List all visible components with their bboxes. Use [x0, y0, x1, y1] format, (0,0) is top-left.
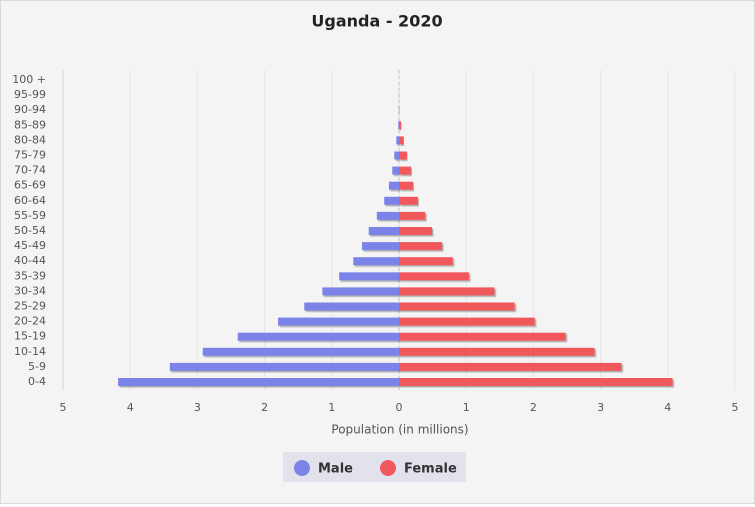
bar: [362, 242, 399, 251]
y-tick-label: 15-19: [14, 330, 46, 343]
y-tick-label: 50-54: [14, 224, 46, 237]
y-tick-label: 85-89: [14, 118, 46, 131]
x-tick-label: 2: [261, 401, 268, 414]
bar: [392, 166, 399, 175]
bar: [399, 136, 404, 145]
bar: [118, 378, 399, 386]
bar: [376, 211, 399, 220]
legend: [283, 452, 466, 482]
legend-marker[interactable]: [294, 460, 310, 476]
y-tick-label: 90-94: [14, 103, 46, 116]
bar: [399, 166, 412, 175]
bar: [237, 332, 399, 341]
legend-label[interactable]: Female: [404, 462, 457, 477]
y-tick-label: 20-24: [14, 315, 46, 328]
legend-marker[interactable]: [380, 460, 396, 476]
y-tick-label: 80-84: [14, 133, 46, 146]
bar: [202, 347, 399, 356]
y-tick-label: 65-69: [14, 179, 46, 192]
bar: [278, 317, 399, 326]
x-tick-label: 5: [732, 401, 739, 414]
legend-label[interactable]: Male: [318, 462, 353, 477]
bar: [399, 272, 469, 281]
x-tick-label: 1: [328, 401, 335, 414]
bar: [399, 317, 535, 326]
bar: [399, 121, 402, 130]
bar: [368, 227, 399, 235]
y-tick-label: 5-9: [28, 360, 46, 373]
bar: [353, 257, 399, 266]
x-tick-label: 3: [597, 401, 604, 414]
bar: [398, 121, 399, 130]
x-axis-title: Population (in millions): [331, 423, 468, 437]
y-tick-label: 35-39: [14, 269, 46, 282]
bar: [399, 181, 414, 190]
x-tick-label: 5: [60, 401, 67, 414]
y-tick-label: 95-99: [14, 88, 46, 101]
bar: [399, 151, 408, 160]
bar: [304, 302, 399, 311]
bar: [399, 287, 495, 296]
bar: [169, 362, 399, 371]
bar: [399, 257, 453, 266]
y-tick-label: 25-29: [14, 300, 46, 313]
bar: [399, 347, 595, 356]
x-tick-label: 4: [127, 401, 134, 414]
y-tick-label: 100 +: [12, 73, 46, 86]
y-tick-label: 55-59: [14, 209, 46, 222]
bar: [399, 211, 426, 220]
y-tick-label: 75-79: [14, 149, 46, 162]
bar: [399, 332, 566, 341]
bar: [339, 272, 399, 281]
bar: [399, 227, 432, 235]
bar: [399, 196, 418, 205]
bar: [322, 287, 399, 296]
bar: [399, 378, 673, 386]
y-tick-label: 30-34: [14, 284, 46, 297]
y-tick-label: 45-49: [14, 239, 46, 252]
bar: [399, 242, 443, 251]
bar: [399, 362, 622, 371]
bar: [394, 151, 399, 160]
y-tick-label: 10-14: [14, 345, 46, 358]
y-tick-label: 70-74: [14, 164, 46, 177]
x-tick-label: 0: [396, 401, 403, 414]
x-tick-label: 1: [463, 401, 470, 414]
y-tick-label: 60-64: [14, 194, 46, 207]
bar: [399, 302, 515, 311]
y-tick-label: 40-44: [14, 254, 46, 267]
y-tick-label: 0-4: [28, 375, 46, 388]
bar: [384, 196, 399, 205]
x-tick-label: 4: [664, 401, 671, 414]
chart-title: Uganda - 2020: [311, 12, 442, 31]
bar: [396, 136, 399, 145]
bar: [388, 181, 399, 190]
x-tick-label: 2: [530, 401, 537, 414]
x-tick-label: 3: [194, 401, 201, 414]
